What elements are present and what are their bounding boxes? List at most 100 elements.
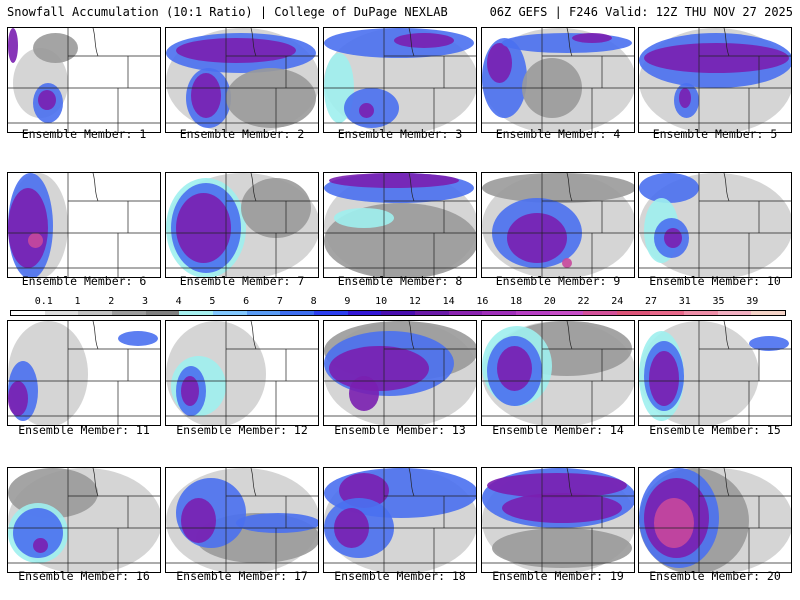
- colorbar-segment: [111, 311, 146, 315]
- ensemble-member-label: Ensemble Member: 7: [179, 274, 305, 288]
- snowfall-area: [226, 68, 316, 128]
- ensemble-member-panel: [638, 320, 792, 426]
- snowfall-area: [8, 188, 48, 268]
- ensemble-member-panel: [165, 27, 319, 133]
- ensemble-member-label: Ensemble Member: 19: [492, 569, 624, 583]
- state-border: [250, 468, 257, 497]
- state-border: [92, 28, 99, 57]
- snowfall-map: [8, 468, 160, 572]
- ensemble-member-label: Ensemble Member: 14: [492, 423, 624, 437]
- ensemble-member-panel: [481, 27, 635, 133]
- ensemble-member-label: Ensemble Member: 12: [176, 423, 308, 437]
- ensemble-member-panel: [481, 320, 635, 426]
- ensemble-member-panel: [638, 27, 792, 133]
- colorbar-tick-label: 2: [108, 296, 115, 307]
- snowfall-map: [482, 468, 634, 572]
- state-border: [566, 321, 573, 350]
- snowfall-area: [181, 376, 199, 406]
- snowfall-map: [324, 468, 476, 572]
- colorbar-tick-label: 4: [175, 296, 182, 307]
- snowfall-area: [33, 33, 78, 63]
- snowfall-area: [8, 28, 18, 63]
- ensemble-member-label: Ensemble Member: 15: [649, 423, 781, 437]
- ensemble-member-label: Ensemble Member: 17: [176, 569, 308, 583]
- snowfall-area: [28, 233, 43, 248]
- colorbar-tick-label: 31: [678, 296, 691, 307]
- state-border: [250, 173, 257, 202]
- ensemble-member-panel: [481, 467, 635, 573]
- snowfall-area: [497, 346, 532, 391]
- state-border: [566, 468, 573, 497]
- colorbar-segment: [616, 311, 651, 315]
- snowfall-area: [644, 43, 789, 73]
- snowfall-map: [8, 173, 160, 277]
- snowfall-area: [329, 346, 429, 391]
- snowfall-area: [118, 331, 158, 346]
- colorbar-tick-label: 12: [408, 296, 421, 307]
- snowfall-area: [749, 336, 789, 351]
- colorbar-tick-label: 14: [442, 296, 455, 307]
- colorbar-segment: [280, 311, 314, 315]
- snowfall-map: [166, 321, 318, 425]
- ensemble-member-panel: [323, 27, 477, 133]
- snowfall-map: [482, 173, 634, 277]
- colorbar-segment: [650, 311, 685, 315]
- snowfall-area: [492, 528, 632, 568]
- colorbar-segment: [515, 311, 550, 315]
- snowfall-area: [33, 538, 48, 553]
- state-border: [92, 468, 99, 497]
- colorbar-segment: [313, 311, 348, 315]
- colorbar-segment: [212, 311, 247, 315]
- state-border: [566, 28, 573, 57]
- snowfall-area: [639, 173, 699, 203]
- ensemble-member-label: Ensemble Member: 8: [337, 274, 463, 288]
- ensemble-member-panel: [323, 467, 477, 573]
- state-border: [723, 468, 730, 497]
- snowfall-area: [562, 258, 572, 268]
- state-border: [408, 173, 415, 202]
- ensemble-member-label: Ensemble Member: 3: [337, 127, 463, 141]
- colorbar-segment: [684, 311, 718, 315]
- state-border: [408, 321, 415, 350]
- snowfall-area: [13, 508, 63, 558]
- state-border: [250, 28, 257, 57]
- snowfall-map: [166, 28, 318, 132]
- snowfall-map: [324, 321, 476, 425]
- snowfall-area: [38, 90, 56, 110]
- state-border: [408, 468, 415, 497]
- colorbar-tick-label: 8: [310, 296, 317, 307]
- snowfall-area: [649, 351, 679, 406]
- colorbar-tick-label: 1: [74, 296, 81, 307]
- snowfall-area: [359, 103, 374, 118]
- ensemble-member-label: Ensemble Member: 11: [18, 423, 150, 437]
- snowfall-area: [664, 228, 682, 248]
- colorbar-tick-label: 10: [375, 296, 388, 307]
- snowfall-area: [502, 33, 632, 53]
- snowfall-area: [236, 513, 318, 533]
- state-border: [92, 173, 99, 202]
- snowfall-colorbar: [10, 310, 786, 316]
- snowfall-area: [502, 493, 622, 523]
- snowfall-map: [639, 173, 791, 277]
- run-valid-time: 06Z GEFS | F246 Valid: 12Z THU NOV 27 20…: [489, 5, 793, 19]
- ensemble-member-panel: [165, 320, 319, 426]
- colorbar-segment: [549, 311, 584, 315]
- snowfall-area: [487, 473, 627, 498]
- colorbar-segment: [246, 311, 281, 315]
- state-border: [92, 321, 99, 350]
- snowfall-map: [8, 321, 160, 425]
- snowfall-area: [482, 173, 634, 203]
- snowfall-map: [639, 28, 791, 132]
- colorbar-segment: [44, 311, 79, 315]
- snowfall-area: [181, 498, 216, 543]
- colorbar-labels: 0.1 1 2 3 4 5 6 7 8 9 10 12 14 16 18 20 22 24 27 31 35 39: [10, 296, 786, 310]
- snowfall-area: [8, 381, 28, 416]
- colorbar-segment: [179, 311, 213, 315]
- ensemble-member-label: Ensemble Member: 6: [21, 274, 147, 288]
- ensemble-member-label: Ensemble Member: 16: [18, 569, 150, 583]
- state-border: [250, 321, 257, 350]
- ensemble-member-panel: [323, 172, 477, 278]
- snowfall-area: [487, 43, 512, 83]
- ensemble-member-label: Ensemble Member: 13: [334, 423, 466, 437]
- colorbar-segment: [145, 311, 180, 315]
